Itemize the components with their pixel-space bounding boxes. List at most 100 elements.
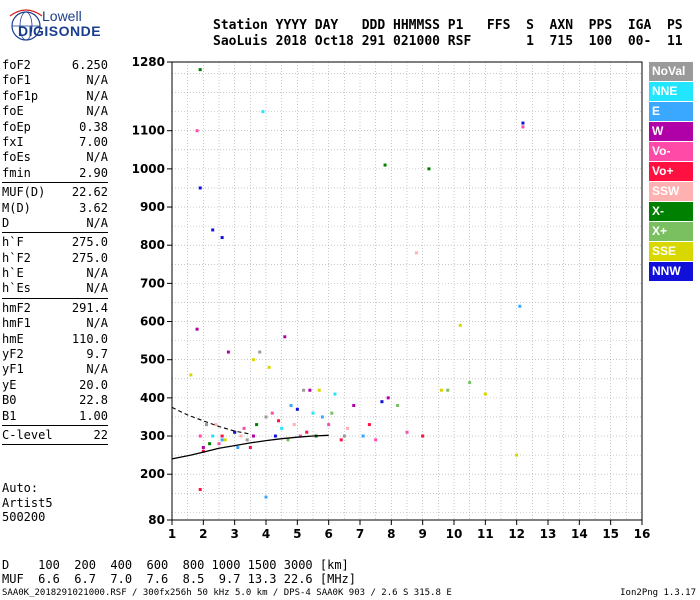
parameter-separator xyxy=(2,444,108,446)
parameter-separator xyxy=(2,297,108,299)
echo-point-vo- xyxy=(195,129,199,133)
muf-row: MUF 6.6 6.7 7.0 7.6 8.5 9.7 13.3 22.6 [M… xyxy=(2,572,357,586)
echo-point-noval xyxy=(204,423,208,427)
y-tick-label: 200 xyxy=(140,467,165,481)
parameter-value: N/A xyxy=(86,88,108,103)
parameter-name: hmF2 xyxy=(2,300,31,315)
echo-point-w xyxy=(201,445,205,449)
auto-label: Auto: xyxy=(2,481,39,495)
echo-point-e xyxy=(264,495,268,499)
x-tick-label: 9 xyxy=(418,527,426,541)
echo-point-ssw xyxy=(414,251,418,255)
x-tick-label: 8 xyxy=(387,527,395,541)
parameter-row: h`E N/A xyxy=(2,266,108,281)
echo-point-vo- xyxy=(198,487,202,491)
parameter-value: 20.0 xyxy=(79,377,108,392)
echo-point-x- xyxy=(446,388,450,392)
echo-point-sse xyxy=(267,365,271,369)
parameter-name: yF2 xyxy=(2,347,24,362)
echo-point-sse xyxy=(189,373,193,377)
x-tick-label: 4 xyxy=(262,527,270,541)
parameter-name: fmin xyxy=(2,165,31,180)
echo-point-e xyxy=(236,445,240,449)
legend-entry-vo-: Vo+ xyxy=(649,162,693,181)
y-tick-label: 600 xyxy=(140,315,165,329)
y-tick-label: 800 xyxy=(140,238,165,252)
x-tick-label: 16 xyxy=(634,527,651,541)
parameter-row: h`Es N/A xyxy=(2,281,108,296)
y-tick-label: 1100 xyxy=(132,124,165,138)
legend-entry-sse: SSE xyxy=(649,242,693,261)
parameter-name: C-level xyxy=(2,427,53,442)
parameter-row: fxI 7.00 xyxy=(2,135,108,150)
parameter-value: 22.62 xyxy=(71,185,108,200)
legend-entry-ssw: SSW xyxy=(649,182,693,201)
echo-point-nnw xyxy=(233,430,237,434)
parameter-value: N/A xyxy=(86,104,108,119)
legend-entry-w: W xyxy=(649,122,693,141)
polarization-legend: NoVal NNE E W Vo- Vo+ SSW X- X+ SSE NNW xyxy=(649,62,693,282)
distance-row: D 100 200 400 600 800 1000 1500 3000 [km… xyxy=(2,558,349,572)
echo-point-w xyxy=(386,396,390,400)
echo-point-x- xyxy=(286,438,290,442)
echo-point-w xyxy=(283,335,287,339)
parameter-name: foEs xyxy=(2,150,31,165)
parameter-row: foE N/A xyxy=(2,104,108,119)
echo-point-noval xyxy=(245,438,249,442)
parameter-row: D N/A xyxy=(2,216,108,231)
echo-point-ssw xyxy=(345,426,349,430)
echo-point-sse xyxy=(439,388,443,392)
auto-scaling-info: Auto: Artist5 500200 xyxy=(2,481,53,525)
parameter-row: C-level 22 xyxy=(2,428,108,443)
echo-point-sse xyxy=(458,323,462,327)
header-labels: Station YYYY DAY DDD HHMMSS P1 FFS S AXN… xyxy=(213,18,683,33)
parameter-value: 1.00 xyxy=(79,408,108,423)
parameter-name: h`E xyxy=(2,266,24,281)
echo-point-e xyxy=(518,304,522,308)
parameter-name: B0 xyxy=(2,393,17,408)
digisonde-logo: Lowell DIGISONDE xyxy=(6,6,106,46)
parameter-value: 22.8 xyxy=(79,393,108,408)
echo-point-e xyxy=(220,438,224,442)
y-tick-label: 1280 xyxy=(132,55,165,69)
parameter-row: h`F2 275.0 xyxy=(2,251,108,266)
echo-point-x- xyxy=(396,404,400,407)
echo-point-vo- xyxy=(521,125,525,129)
parameter-value: 110.0 xyxy=(71,331,108,346)
parameter-name: foEp xyxy=(2,119,31,134)
parameter-row: fmin 2.90 xyxy=(2,166,108,181)
parameter-name: foF1p xyxy=(2,88,39,103)
echo-point-vo- xyxy=(367,423,371,427)
parameter-name: foF2 xyxy=(2,58,31,72)
parameter-row: h`F 275.0 xyxy=(2,235,108,250)
echo-point-ssw xyxy=(239,434,243,438)
parameter-row: hmE 110.0 xyxy=(2,332,108,347)
parameter-name: D xyxy=(2,215,10,230)
echo-point-vo- xyxy=(327,423,331,427)
parameter-value: N/A xyxy=(86,150,108,165)
x-tick-label: 2 xyxy=(199,527,207,541)
parameter-row: foF2 6.250 xyxy=(2,58,108,73)
y-tick-label: 400 xyxy=(140,391,165,405)
echo-point-vo- xyxy=(270,411,274,415)
parameter-value: 3.62 xyxy=(79,200,108,215)
echo-point-x- xyxy=(330,411,334,415)
echo-point-vo- xyxy=(421,434,425,438)
logo-line-2: DIGISONDE xyxy=(18,23,102,39)
parameter-row: hmF2 291.4 xyxy=(2,301,108,316)
echo-point-noval xyxy=(302,388,306,392)
parameter-name: foF1 xyxy=(2,73,31,88)
echo-point-nnw xyxy=(211,228,215,232)
parameter-value: 2.90 xyxy=(79,165,108,180)
echo-point-sse xyxy=(223,438,227,442)
echo-point-vo- xyxy=(201,449,205,453)
echo-point-nne xyxy=(333,392,337,396)
legend-entry-nnw: NNW xyxy=(649,262,693,281)
parameter-value: 6.250 xyxy=(71,58,108,72)
y-tick-label: 80 xyxy=(148,513,165,527)
echo-point-w xyxy=(352,404,356,407)
parameter-row: foEp 0.38 xyxy=(2,120,108,135)
echo-point-vo- xyxy=(248,445,252,449)
x-tick-label: 5 xyxy=(293,527,301,541)
y-tick-label: 1000 xyxy=(132,162,165,176)
